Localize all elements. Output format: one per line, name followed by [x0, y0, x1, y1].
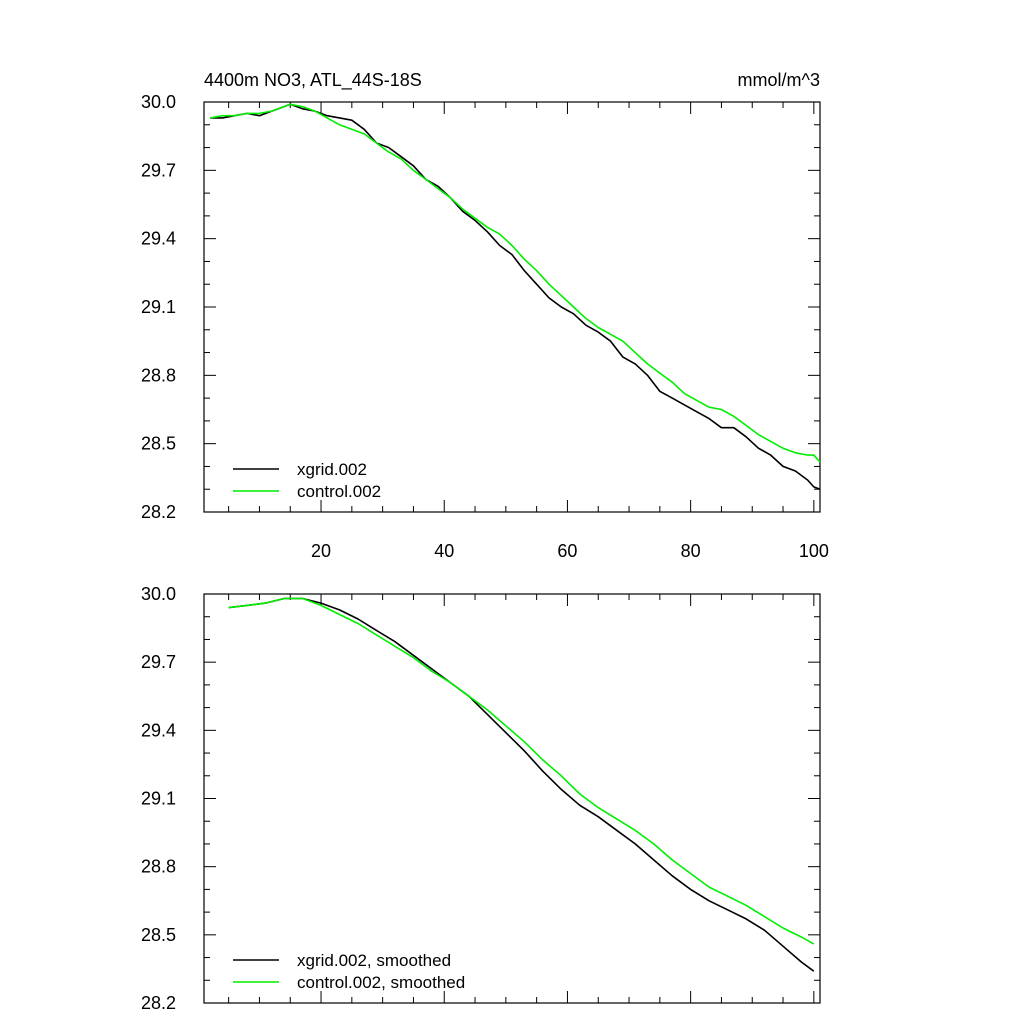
x-tick-label: 40	[434, 541, 454, 561]
x-tick-label: 60	[557, 541, 577, 561]
y-tick-label: 28.8	[141, 365, 176, 385]
legend-label: control.002, smoothed	[297, 973, 465, 992]
top-plot-panel: 30.0 29.7 29.4 29.1 28.8 28.5 28.2 20 40 60 80 100 x…	[141, 92, 829, 561]
plot-frame	[203, 101, 821, 513]
y-tick-label: 30.0	[141, 584, 176, 604]
x-tick-label: 80	[681, 541, 701, 561]
legend-label: xgrid.002	[297, 460, 367, 479]
y-tick-label: 29.4	[141, 229, 176, 249]
legend-label: control.002	[297, 482, 381, 501]
y-tick-label: 28.2	[141, 502, 176, 522]
series-line-control	[210, 103, 821, 463]
legend-label: xgrid.002, smoothed	[297, 951, 451, 970]
chart-title: 4400m NO3, ATL_44S-18S	[204, 70, 422, 91]
chart-units: mmol/m^3	[738, 70, 820, 90]
bottom-plot-panel: 30.0 29.7 29.4 29.1 28.8 28.5 28.2 xgrid.002, s…	[141, 584, 821, 1013]
y-tick-label: 30.0	[141, 92, 176, 112]
y-tick-label: 28.5	[141, 925, 176, 945]
y-tick-label: 29.1	[141, 297, 176, 317]
series-line-xgrid	[210, 103, 821, 490]
series-line-control	[228, 597, 815, 945]
y-tick-label: 28.8	[141, 857, 176, 877]
series-line-xgrid	[228, 597, 815, 972]
y-tick-label: 28.2	[141, 993, 176, 1013]
plot-frame	[203, 593, 821, 1004]
y-tick-label: 29.7	[141, 160, 176, 180]
y-tick-label: 29.1	[141, 789, 176, 809]
y-tick-label: 29.7	[141, 652, 176, 672]
x-tick-label: 20	[311, 541, 331, 561]
y-tick-label: 29.4	[141, 720, 176, 740]
x-tick-label: 100	[799, 541, 829, 561]
y-tick-label: 28.5	[141, 434, 176, 454]
